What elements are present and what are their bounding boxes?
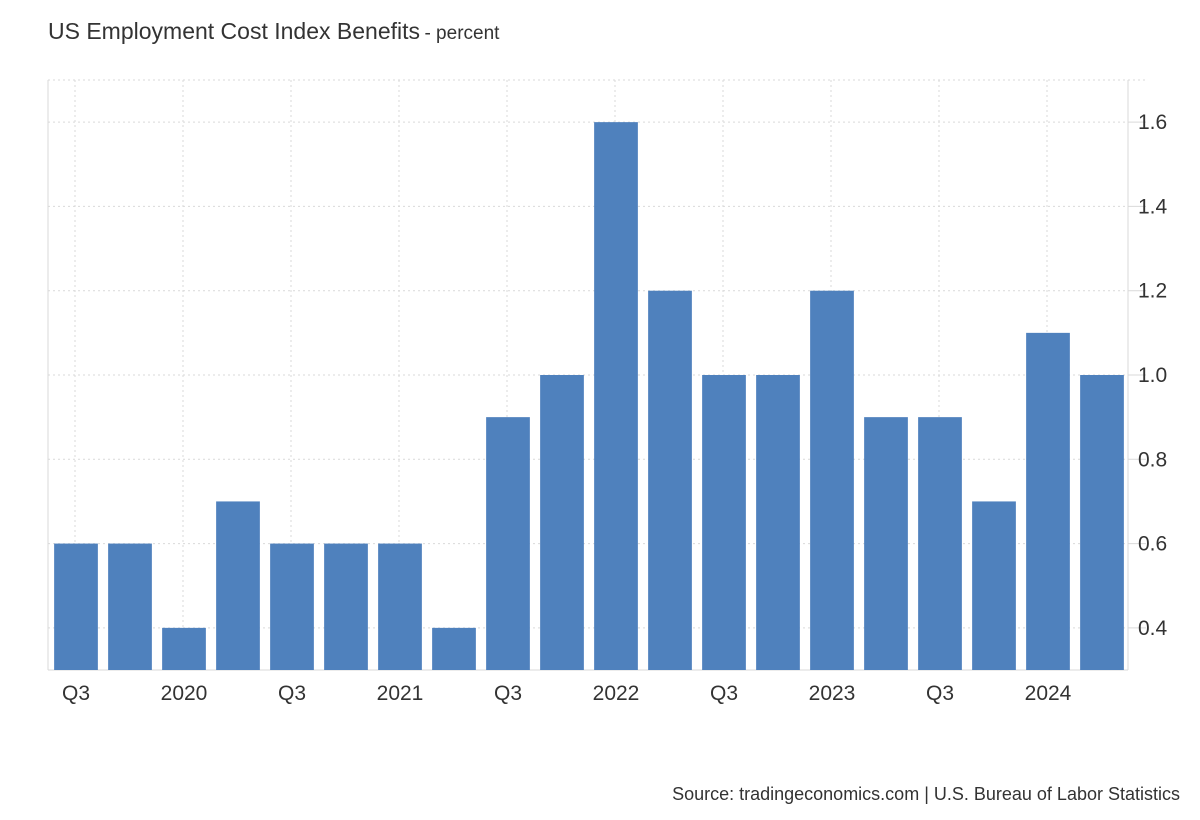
bar-2019-q3 bbox=[54, 543, 98, 670]
x-tick-label: 2022 bbox=[593, 682, 640, 705]
bar-2021-q2 bbox=[432, 627, 476, 670]
bar-2021-q4 bbox=[540, 375, 584, 670]
bar-2019-q4 bbox=[108, 543, 152, 670]
x-tick-label: 2020 bbox=[161, 682, 208, 705]
bar-2020-q1 bbox=[162, 627, 206, 670]
bar-2020-q2 bbox=[216, 501, 260, 670]
x-tick-label: Q3 bbox=[494, 682, 522, 705]
source-note: Source: tradingeconomics.com | U.S. Bure… bbox=[672, 784, 1180, 804]
bar-2023-q3 bbox=[918, 417, 962, 670]
x-tick-label: 2021 bbox=[377, 682, 424, 705]
x-tick-label: Q3 bbox=[62, 682, 90, 705]
y-tick-label: 0.4 bbox=[1138, 617, 1168, 640]
y-tick-label: 1.6 bbox=[1138, 111, 1167, 134]
bar-2024-q2 bbox=[1080, 375, 1124, 670]
bar-2023-q2 bbox=[864, 417, 908, 670]
y-tick-label: 1.4 bbox=[1138, 195, 1168, 218]
x-tick-label: 2023 bbox=[809, 682, 856, 705]
bar-2021-q1 bbox=[378, 543, 422, 670]
x-tick-label: 2024 bbox=[1025, 682, 1072, 705]
y-tick-label: 0.6 bbox=[1138, 533, 1167, 556]
y-tick-label: 0.8 bbox=[1138, 448, 1167, 471]
bar-2021-q3 bbox=[486, 417, 530, 670]
bar-2023-q4 bbox=[972, 501, 1016, 670]
chart-unit: - percent bbox=[424, 23, 500, 44]
y-tick-label: 1.2 bbox=[1138, 280, 1167, 303]
bar-2022-q2 bbox=[648, 290, 692, 670]
x-tick-label: Q3 bbox=[926, 682, 954, 705]
y-tick-label: 1.0 bbox=[1138, 364, 1167, 387]
bar-2022-q4 bbox=[756, 375, 800, 670]
bar-2023-q1 bbox=[810, 290, 854, 670]
bar-2020-q4 bbox=[324, 543, 368, 670]
chart-title-row: US Employment Cost Index Benefits - perc… bbox=[48, 18, 499, 45]
bar-2022-q1 bbox=[594, 122, 638, 670]
chart-title: US Employment Cost Index Benefits bbox=[48, 18, 420, 44]
bar-2020-q3 bbox=[270, 543, 314, 670]
bar-chart: 0.4 0.6 0.8 1.0 1.2 1.4 1.6 Q3 2020 Q3 2021 Q3 2022 Q… bbox=[47, 79, 1168, 705]
x-tick-label: Q3 bbox=[710, 682, 738, 705]
x-tick-label: Q3 bbox=[278, 682, 306, 705]
bar-2024-q1 bbox=[1026, 332, 1070, 670]
bar-2022-q3 bbox=[702, 375, 746, 670]
